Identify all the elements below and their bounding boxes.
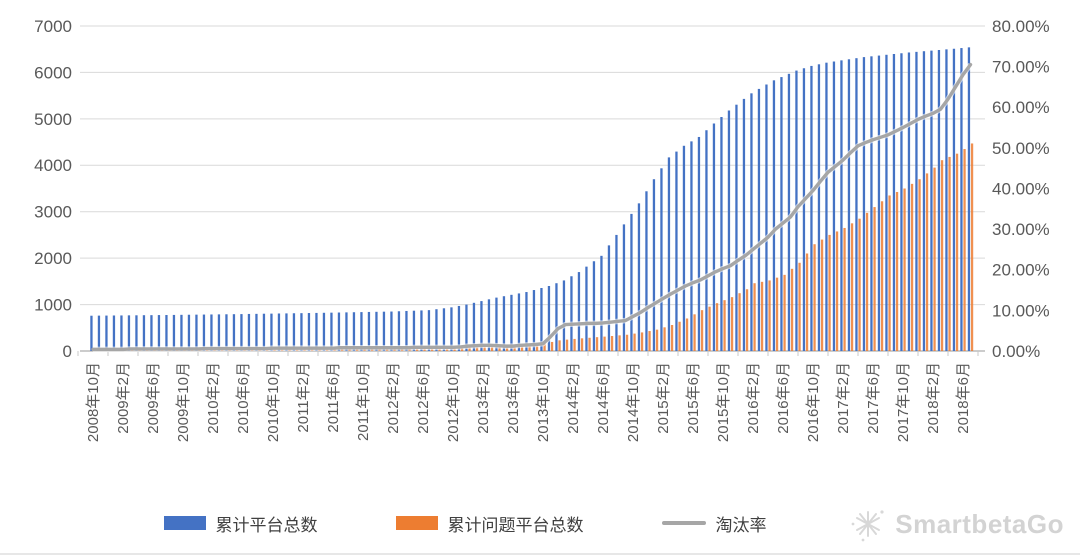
- svg-text:2018年2月: 2018年2月: [925, 362, 942, 434]
- svg-text:2013年6月: 2013年6月: [505, 362, 522, 434]
- legend-swatch-elimination-rate: [661, 521, 706, 525]
- left-axis-labels: 0 1000 2000 3000 4000 5000 6000 7000: [34, 17, 72, 361]
- svg-text:2017年6月: 2017年6月: [865, 362, 882, 434]
- svg-text:2011年10月: 2011年10月: [355, 362, 372, 441]
- svg-text:2014年2月: 2014年2月: [565, 362, 582, 434]
- svg-text:2017年10月: 2017年10月: [895, 362, 912, 442]
- svg-text:5000: 5000: [34, 110, 72, 129]
- svg-text:2010年10月: 2010年10月: [265, 362, 282, 442]
- watermark-text: SmartbetaGo: [895, 508, 1064, 539]
- svg-text:2016年2月: 2016年2月: [745, 362, 762, 434]
- legend-item-elimination-rate: 淘汰率: [661, 511, 767, 536]
- svg-text:2011年2月: 2011年2月: [295, 362, 312, 433]
- svg-text:2009年10月: 2009年10月: [175, 362, 192, 442]
- svg-text:2010年2月: 2010年2月: [205, 362, 222, 434]
- svg-text:40.00%: 40.00%: [992, 179, 1050, 198]
- svg-text:2009年2月: 2009年2月: [115, 362, 132, 434]
- svg-text:2015年10月: 2015年10月: [715, 362, 732, 442]
- svg-text:20.00%: 20.00%: [992, 261, 1050, 280]
- total-bars-series: [90, 47, 971, 352]
- svg-text:1000: 1000: [34, 296, 72, 315]
- svg-text:2017年2月: 2017年2月: [835, 362, 852, 434]
- svg-text:60.00%: 60.00%: [992, 98, 1050, 117]
- x-axis-ticks: [77, 351, 979, 356]
- svg-text:2009年6月: 2009年6月: [145, 362, 162, 434]
- svg-text:2013年2月: 2013年2月: [475, 362, 492, 434]
- svg-text:2015年6月: 2015年6月: [685, 362, 702, 434]
- svg-text:6000: 6000: [34, 63, 72, 82]
- svg-text:2012年6月: 2012年6月: [415, 362, 432, 434]
- svg-text:2014年10月: 2014年10月: [625, 362, 642, 442]
- legend-item-problem-platforms: 累计问题平台总数: [395, 511, 584, 536]
- svg-text:70.00%: 70.00%: [992, 58, 1050, 77]
- svg-text:4000: 4000: [34, 156, 72, 175]
- svg-text:80.00%: 80.00%: [992, 17, 1050, 36]
- svg-text:30.00%: 30.00%: [992, 220, 1050, 239]
- svg-text:2011年6月: 2011年6月: [325, 362, 342, 433]
- legend-label-problem-platforms: 累计问题平台总数: [447, 515, 584, 535]
- svg-text:2014年6月: 2014年6月: [595, 362, 612, 434]
- legend-label-total-platforms: 累计平台总数: [215, 515, 318, 535]
- svg-text:2013年10月: 2013年10月: [535, 362, 552, 442]
- watermark: SmartbetaGo: [849, 503, 1064, 545]
- x-axis-labels: 2008年10月 2009年2月 2009年6月 2009年10月 2010年2月 201…: [85, 362, 972, 442]
- svg-text:10.00%: 10.00%: [992, 301, 1050, 320]
- svg-text:2012年2月: 2012年2月: [385, 362, 402, 434]
- rate-line-series: [91, 62, 973, 353]
- svg-text:2015年2月: 2015年2月: [655, 362, 672, 434]
- legend-swatch-total-platforms: [163, 516, 206, 530]
- right-axis-labels: 0.00% 10.00% 20.00% 30.00% 40.00% 50.00% 60.00…: [992, 17, 1050, 361]
- svg-text:2000: 2000: [34, 249, 72, 268]
- legend-swatch-problem-platforms: [395, 516, 438, 530]
- legend-item-total-platforms: 累计平台总数: [163, 511, 318, 536]
- problem-bars-series: [93, 143, 974, 351]
- svg-text:2008年10月: 2008年10月: [85, 362, 102, 442]
- svg-text:3000: 3000: [34, 203, 72, 222]
- svg-text:2012年10月: 2012年10月: [445, 362, 462, 442]
- flower-asterisk-icon: [851, 510, 884, 542]
- svg-text:2010年6月: 2010年6月: [235, 362, 252, 434]
- svg-text:2016年10月: 2016年10月: [805, 362, 822, 442]
- bottom-divider: [0, 553, 1080, 555]
- svg-text:2016年6月: 2016年6月: [775, 362, 792, 434]
- chart-legend: 累计平台总数 累计问题平台总数 淘汰率: [0, 511, 930, 535]
- svg-text:7000: 7000: [34, 17, 72, 36]
- svg-text:50.00%: 50.00%: [992, 139, 1050, 158]
- svg-text:2018年6月: 2018年6月: [955, 362, 972, 434]
- svg-text:0.00%: 0.00%: [992, 342, 1040, 361]
- svg-text:0: 0: [63, 342, 72, 361]
- legend-label-elimination-rate: 淘汰率: [715, 515, 767, 535]
